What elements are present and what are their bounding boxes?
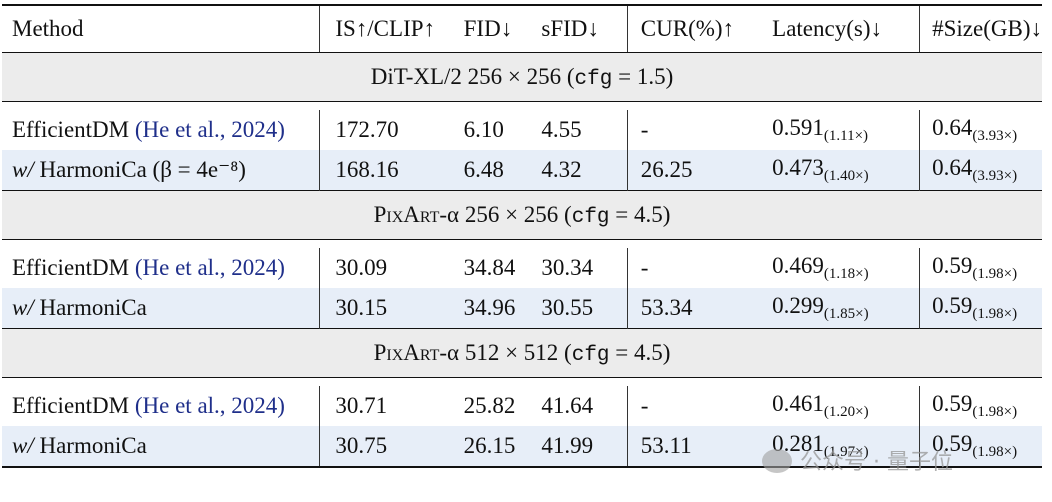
method-name: EfficientDM — [12, 393, 130, 418]
latency-cell: 0.281(1.97×) — [762, 426, 921, 468]
method-cell: w/ HarmoniCa — [2, 426, 321, 468]
sfid-cell: 30.34 — [541, 248, 628, 288]
size-cell: 0.59(1.98×) — [919, 426, 1042, 468]
size-cell: 0.64(3.93×) — [932, 115, 1018, 144]
results-table: Method IS↑/CLIP↑ FID↓ sFID↓ CUR(%)↑ Late… — [2, 4, 1042, 468]
method-cell: EfficientDM (He et al., 2024) — [2, 248, 321, 288]
method-name: EfficientDM — [12, 255, 130, 280]
table-row: w/ HarmoniCa (β = 4e⁻⁸) 168.16 6.48 4.32… — [2, 150, 1042, 191]
sfid-cell: 41.99 — [541, 426, 628, 468]
spacer-row — [2, 377, 1042, 386]
method-cell: w/ HarmoniCa — [2, 288, 321, 329]
section-header: PixArt-α 256 × 256 (cfg = 4.5) — [2, 190, 1042, 240]
section-title-cfg-value: = 1.5) — [612, 63, 674, 89]
latency-cell: 0.461(1.20×) — [762, 386, 921, 426]
fid-cell: 25.82 — [463, 393, 516, 418]
method-name: HarmoniCa — [39, 157, 147, 182]
is-cell: 30.09 — [335, 255, 388, 280]
cur-cell: - — [640, 117, 649, 142]
header-latency: Latency(s)↓ — [762, 4, 921, 53]
header-row: Method IS↑/CLIP↑ FID↓ sFID↓ CUR(%)↑ Late… — [2, 4, 1042, 53]
is-cell: 30.75 — [319, 426, 464, 468]
spacer-row — [2, 101, 1042, 110]
table-row: w/ HarmoniCa 30.15 34.96 30.55 53.34 0.2… — [2, 288, 1042, 329]
fid-cell: 26.15 — [463, 426, 542, 468]
section-title: DiT-XL/2 256 × 256 (cfg = 1.5) — [2, 52, 1042, 102]
table-row: EfficientDM (He et al., 2024) 172.70 6.1… — [2, 110, 1042, 150]
method-param: (β = 4e⁻⁸) — [152, 157, 246, 182]
spacer-row — [2, 239, 1042, 248]
method-name: EfficientDM — [12, 117, 130, 142]
fid-cell: 6.10 — [463, 117, 504, 142]
citation-link[interactable]: (He et al., 2024) — [134, 117, 285, 142]
section-title-text: DiT-XL/2 256 × 256 ( — [370, 63, 575, 89]
table-row: EfficientDM (He et al., 2024) 30.71 25.8… — [2, 386, 1042, 426]
sfid-cell: 41.64 — [541, 386, 628, 426]
header-cur: CUR(%)↑ — [627, 4, 763, 53]
section-title: PixArt-α 512 × 512 (cfg = 4.5) — [2, 328, 1042, 378]
cur-cell: 53.11 — [627, 426, 763, 468]
table-row: w/ HarmoniCa 30.75 26.15 41.99 53.11 0.2… — [2, 426, 1042, 468]
is-cell: 172.70 — [335, 117, 399, 142]
sfid-cell: 4.32 — [541, 150, 628, 191]
sfid-cell: 30.55 — [541, 288, 628, 329]
cur-cell: 26.25 — [627, 150, 763, 191]
header-method: Method — [2, 4, 321, 53]
method-cell: EfficientDM (He et al., 2024) — [2, 386, 321, 426]
citation-link[interactable]: (He et al., 2024) — [134, 393, 285, 418]
is-cell: 30.71 — [335, 393, 388, 418]
size-cell: 0.59(1.98×) — [932, 391, 1018, 420]
cfg-label: cfg — [571, 205, 610, 229]
size-cell: 0.59(1.98×) — [919, 288, 1042, 329]
header-sfid: sFID↓ — [541, 4, 628, 53]
method-prefix: w/ — [12, 433, 34, 458]
cur-cell: - — [640, 393, 649, 418]
header-fid: FID↓ — [463, 4, 542, 53]
is-cell: 168.16 — [319, 150, 464, 191]
method-cell: EfficientDM (He et al., 2024) — [2, 110, 321, 150]
cfg-label: cfg — [571, 343, 610, 367]
latency-cell: 0.591(1.11×) — [762, 110, 921, 150]
citation-link[interactable]: (He et al., 2024) — [134, 255, 285, 280]
size-cell: 0.59(1.98×) — [932, 253, 1018, 282]
fid-cell: 34.84 — [463, 255, 516, 280]
method-prefix: w/ — [12, 157, 34, 182]
latency-cell: 0.299(1.85×) — [762, 288, 921, 329]
latency-cell: 0.473(1.40×) — [762, 150, 921, 191]
method-prefix: w/ — [12, 295, 34, 320]
table-row: EfficientDM (He et al., 2024) 30.09 34.8… — [2, 248, 1042, 288]
section-header: PixArt-α 512 × 512 (cfg = 4.5) — [2, 328, 1042, 378]
header-size: #Size(GB)↓ — [919, 4, 1042, 53]
header-is-clip: IS↑/CLIP↑ — [319, 4, 464, 53]
fid-cell: 6.48 — [463, 150, 542, 191]
sfid-cell: 4.55 — [541, 110, 628, 150]
method-name: HarmoniCa — [39, 433, 147, 458]
latency-cell: 0.469(1.18×) — [762, 248, 921, 288]
section-title: PixArt-α 256 × 256 (cfg = 4.5) — [2, 190, 1042, 240]
is-cell: 30.15 — [319, 288, 464, 329]
cfg-label: cfg — [574, 67, 613, 91]
cur-cell: 53.34 — [627, 288, 763, 329]
method-name: HarmoniCa — [39, 295, 147, 320]
cur-cell: - — [640, 255, 649, 280]
section-header: DiT-XL/2 256 × 256 (cfg = 1.5) — [2, 52, 1042, 102]
method-cell: w/ HarmoniCa (β = 4e⁻⁸) — [2, 150, 321, 191]
fid-cell: 34.96 — [463, 288, 542, 329]
size-cell: 0.64(3.93×) — [919, 150, 1042, 191]
